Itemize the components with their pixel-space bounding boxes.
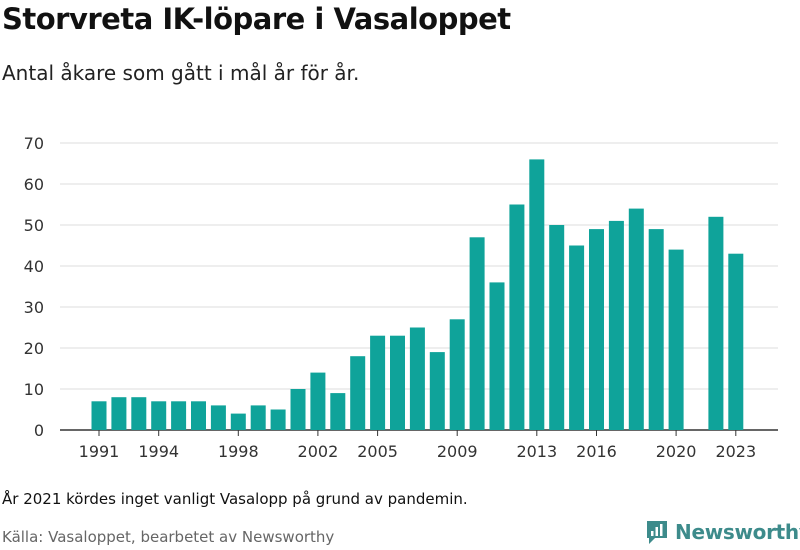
y-tick-label: 10 (24, 380, 44, 399)
bar (230, 413, 246, 430)
bar (589, 229, 604, 430)
bar (648, 229, 664, 430)
bar (569, 245, 585, 430)
x-tick-label: 2009 (437, 442, 478, 461)
bar (270, 409, 286, 430)
y-tick-label: 60 (24, 175, 44, 194)
bar (708, 216, 724, 430)
x-tick-label: 1994 (138, 442, 179, 461)
y-tick-label: 50 (24, 216, 44, 235)
y-tick-label: 40 (24, 257, 44, 276)
bar (210, 405, 226, 430)
bar (509, 204, 525, 430)
logo-text: Newsworthy (675, 520, 800, 544)
y-axis-ticks: 0 10 20 30 40 50 60 70 (24, 134, 44, 440)
bar (151, 401, 167, 430)
bar (469, 237, 485, 430)
x-tick-label: 2023 (715, 442, 756, 461)
x-tick-label: 2020 (656, 442, 697, 461)
bar (250, 405, 266, 430)
newsworthy-logo: Newsworthy (645, 519, 800, 545)
source-credit: Källa: Vasaloppet, bearbetet av Newswort… (2, 528, 335, 546)
bars (91, 159, 744, 430)
bar (429, 352, 445, 430)
bar (529, 159, 545, 430)
bar (131, 397, 147, 430)
x-axis-ticks: 1991 1994 1998 2002 2005 2009 2013 2016 2020 2023 (79, 430, 756, 461)
bar (330, 393, 346, 430)
bar (489, 282, 505, 430)
footnote: År 2021 kördes inget vanligt Vasalopp på… (2, 490, 468, 508)
bar (449, 319, 465, 430)
bar (608, 220, 624, 430)
bar (290, 389, 306, 430)
y-tick-label: 30 (24, 298, 44, 317)
chart-logo-icon (647, 521, 667, 544)
chart-title: Storvreta IK-löpare i Vasaloppet (2, 2, 511, 36)
x-tick-label: 1991 (79, 442, 120, 461)
y-tick-label: 0 (34, 421, 44, 440)
bar (409, 327, 425, 430)
y-tick-label: 70 (24, 134, 44, 153)
bar (191, 401, 206, 430)
bar (171, 401, 187, 430)
x-tick-label: 2002 (298, 442, 339, 461)
bar-chart: 0 10 20 30 40 50 60 70 1991 1994 1998 2002 2005 2009… (24, 134, 778, 461)
bar (628, 208, 644, 430)
x-tick-label: 1998 (218, 442, 259, 461)
x-tick-label: 2005 (357, 442, 398, 461)
bar (390, 335, 405, 430)
bar (91, 401, 107, 430)
chart-subtitle: Antal åkare som gått i mål år för år. (2, 61, 360, 85)
bar (668, 249, 684, 430)
x-tick-label: 2013 (516, 442, 557, 461)
bar (111, 397, 127, 430)
bar (728, 253, 744, 430)
bar (350, 356, 366, 430)
bar (310, 372, 326, 430)
bar (549, 225, 565, 430)
bar (370, 335, 386, 430)
y-tick-label: 20 (24, 339, 44, 358)
x-tick-label: 2016 (576, 442, 617, 461)
